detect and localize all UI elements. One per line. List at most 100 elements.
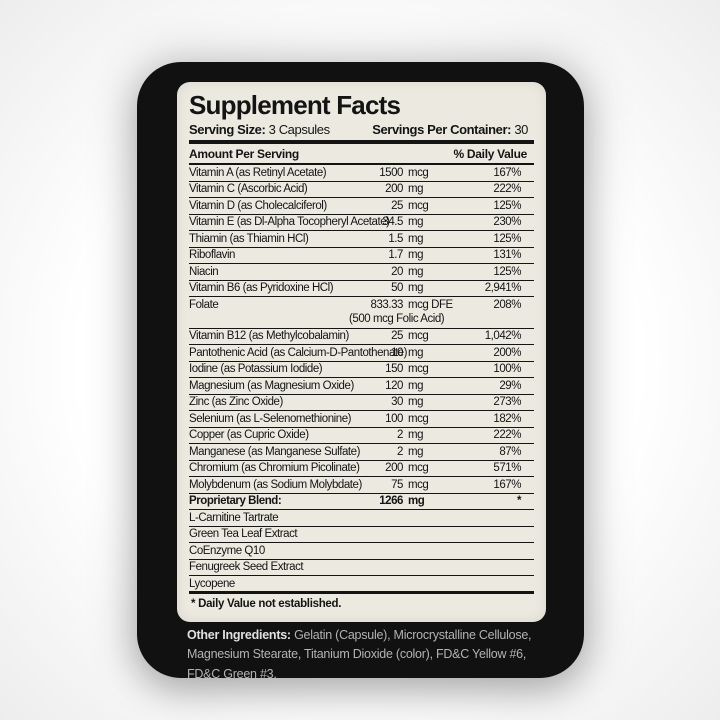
nutrient-daily-value: 208% <box>493 298 521 311</box>
nutrient-daily-value: * <box>516 495 521 508</box>
nutrient-row: Magnesium (as Magnesium Oxide) 120 mg 29% <box>189 378 534 395</box>
nutrient-name: Green Tea Leaf Extract <box>189 528 298 541</box>
nutrient-row-line: Chromium (as Chromium Picolinate) 200 mcg 5… <box>189 461 534 477</box>
nutrient-amount: 1.5 mg <box>353 233 463 246</box>
nutrient-amount-value: 2 <box>397 429 403 442</box>
nutrient-row-line: Molybdenum (as Sodium Molybdate) 75 mcg 167… <box>189 477 534 493</box>
nutrient-row-line: Magnesium (as Magnesium Oxide) 120 mg 29% <box>189 378 534 394</box>
nutrient-name: Zinc (as Zinc Oxide) <box>189 396 283 409</box>
nutrient-amount: 34.5 mg <box>353 216 463 229</box>
nutrient-amount-value: 120 <box>385 379 403 392</box>
nutrient-row-line: Vitamin E (as Dl-Alpha Tocopheryl Acetat… <box>189 215 534 231</box>
nutrient-daily-value: 125% <box>493 232 521 245</box>
nutrient-sub-line: (500 mcg Folic Acid) <box>349 312 445 325</box>
supplement-facts-panel: Supplement Facts Serving Size: 3 Capsule… <box>177 82 546 622</box>
nutrient-amount-value: 34.5 <box>382 216 403 229</box>
nutrient-amount-value: 100 <box>385 412 403 425</box>
nutrient-amount: 200 mg <box>353 183 463 196</box>
other-ingredients-text: Gelatin (Capsule), Microcrystalline Cell… <box>187 628 532 681</box>
nutrient-amount-unit: mg <box>408 346 424 359</box>
nutrient-name: CoEnzyme Q10 <box>189 544 265 557</box>
servings-value: 30 <box>514 122 528 138</box>
nutrient-row: Vitamin C (Ascorbic Acid) 200 mg 222% <box>189 182 534 199</box>
nutrient-row: Vitamin B12 (as Methylcobalamin) 25 mcg 1,0… <box>189 329 534 346</box>
nutrient-amount: 1.7 mg <box>353 249 463 262</box>
nutrient-name: Pantothenic Acid (as Calcium-D-Pantothen… <box>189 346 407 359</box>
nutrient-daily-value: 100% <box>493 363 521 376</box>
nutrient-daily-value: 125% <box>493 265 521 278</box>
serving-size: Serving Size: 3 Capsules <box>189 121 330 138</box>
nutrient-daily-value: 2,941% <box>484 282 522 295</box>
nutrient-name: Thiamin (as Thiamin HCl) <box>189 232 309 245</box>
nutrient-amount-unit: mg <box>408 216 424 229</box>
nutrient-row: Copper (as Cupric Oxide) 2 mg 222% <box>189 428 534 445</box>
nutrient-amount-unit: mg <box>408 249 424 262</box>
nutrient-amount-unit: mg <box>408 265 424 278</box>
nutrient-name: Vitamin E (as Dl-Alpha Tocopheryl Acetat… <box>189 216 390 229</box>
nutrient-row: Manganese (as Manganese Sulfate) 2 mg 87% <box>189 444 534 461</box>
nutrient-amount: 25 mcg <box>353 330 463 343</box>
nutrient-amount-unit: mg <box>408 396 424 409</box>
nutrient-row-line: Green Tea Leaf Extract <box>189 527 534 543</box>
nutrient-daily-value: 182% <box>493 412 521 425</box>
nutrient-name: Vitamin B12 (as Methylcobalamin) <box>189 330 349 343</box>
supplement-label: Supplement Facts Serving Size: 3 Capsule… <box>137 62 584 681</box>
nutrient-amount-unit: mg <box>408 429 424 442</box>
nutrient-amount-value: 2 <box>397 445 403 458</box>
nutrient-row: Proprietary Blend: 1266 mg * <box>189 494 534 511</box>
nutrient-row-line: Selenium (as L-Selenomethionine) 100 mcg 18… <box>189 411 534 427</box>
other-ingredients: Other Ingredients: Gelatin (Capsule), Mi… <box>187 626 543 684</box>
nutrient-row: Vitamin D (as Cholecalciferol) 25 mcg 125% <box>189 198 534 215</box>
nutrient-row-line: Pantothenic Acid (as Calcium-D-Pantothen… <box>189 345 534 361</box>
nutrient-row: Vitamin E (as Dl-Alpha Tocopheryl Acetat… <box>189 215 534 232</box>
nutrient-row-line: Vitamin D (as Cholecalciferol) 25 mcg 125% <box>189 198 534 214</box>
nutrient-amount-unit: mcg <box>408 478 429 491</box>
nutrient-amount-value: 1.5 <box>388 232 403 245</box>
serving-info: Serving Size: 3 Capsules Servings Per Co… <box>189 121 534 138</box>
nutrient-amount: 2 mg <box>353 429 463 442</box>
nutrient-amount-value: 833.33 <box>370 298 404 311</box>
nutrient-name: Selenium (as L-Selenomethionine) <box>189 412 352 425</box>
nutrient-amount: 50 mg <box>353 282 463 295</box>
nutrient-daily-value: 571% <box>493 462 521 475</box>
nutrient-daily-value: 222% <box>493 183 521 196</box>
nutrient-row-line: Fenugreek Seed Extract <box>189 560 534 576</box>
nutrient-daily-value: 125% <box>493 199 521 212</box>
nutrient-amount: 10 mg <box>353 347 463 360</box>
nutrient-name: Lycopene <box>189 577 235 590</box>
nutrient-amount: 20 mg <box>353 266 463 279</box>
nutrient-name: Fenugreek Seed Extract <box>189 561 304 574</box>
nutrient-name: Copper (as Cupric Oxide) <box>189 429 309 442</box>
nutrient-daily-value: 222% <box>493 429 521 442</box>
nutrient-amount: 2 mg <box>353 446 463 459</box>
nutrient-row-line: Vitamin B12 (as Methylcobalamin) 25 mcg 1,0… <box>189 329 534 345</box>
nutrient-amount-unit: mcg <box>408 412 429 425</box>
nutrient-amount: 30 mg <box>353 396 463 409</box>
nutrient-daily-value: 29% <box>499 379 521 392</box>
nutrient-amount-unit: mcg DFE <box>408 298 453 311</box>
nutrient-row: Iodine (as Potassium Iodide) 150 mcg 100% <box>189 362 534 379</box>
servings-per-container: Servings Per Container: 30 <box>372 121 528 138</box>
blend-ingredient-row: Green Tea Leaf Extract <box>189 527 534 544</box>
nutrient-row-line: CoEnzyme Q10 <box>189 543 534 559</box>
nutrient-amount: 75 mcg <box>353 479 463 492</box>
nutrient-name: Vitamin B6 (as Pyridoxine HCl) <box>189 282 334 295</box>
nutrient-name: Manganese (as Manganese Sulfate) <box>189 445 360 458</box>
blend-ingredient-row: CoEnzyme Q10 <box>189 543 534 560</box>
nutrient-name: Molybdenum (as Sodium Molybdate) <box>189 478 362 491</box>
nutrient-amount-value: 20 <box>391 265 403 278</box>
nutrient-row-line: Vitamin A (as Retinyl Acetate) 1500 mcg 167… <box>189 165 534 181</box>
nutrient-amount-unit: mcg <box>408 462 429 475</box>
nutrient-row: Niacin 20 mg 125% <box>189 264 534 281</box>
blend-ingredient-row: L-Carnitine Tartrate <box>189 510 534 527</box>
nutrient-row: Folate 833.33 mcg DFE 208% (500 mcg Folic Ac… <box>189 297 534 329</box>
nutrient-amount-value: 75 <box>391 478 403 491</box>
nutrient-table: Vitamin A (as Retinyl Acetate) 1500 mcg 167… <box>189 165 534 593</box>
nutrient-row-line: Vitamin B6 (as Pyridoxine HCl) 50 mg 2,941% <box>189 281 534 297</box>
nutrient-row: Pantothenic Acid (as Calcium-D-Pantothen… <box>189 345 534 362</box>
serving-size-value: 3 Capsules <box>268 122 330 138</box>
nutrient-daily-value: 167% <box>493 478 521 491</box>
nutrient-amount: 100 mcg <box>353 413 463 426</box>
nutrient-daily-value: 167% <box>493 166 521 179</box>
